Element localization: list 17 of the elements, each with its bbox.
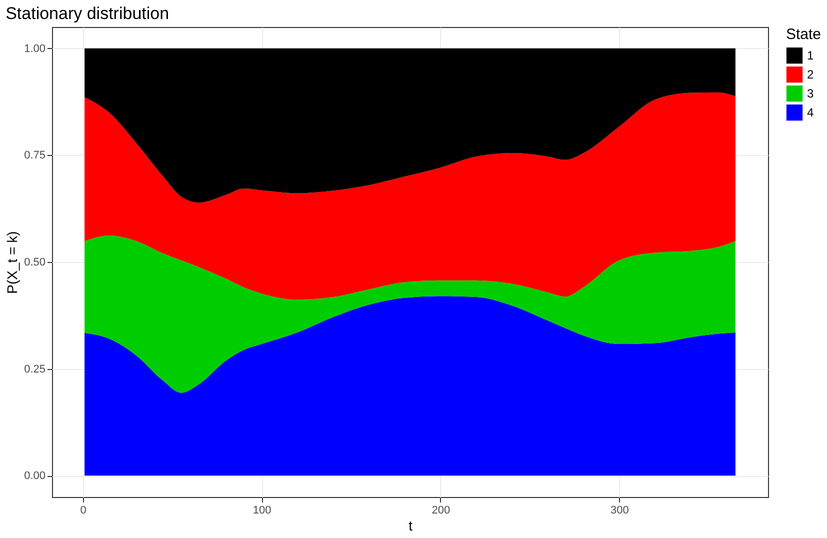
x-tick-label: 100 [252,504,272,516]
y-tick-label: 0.75 [24,150,46,162]
y-axis-title: P(X_t = k) [4,231,20,294]
legend-label: 3 [807,86,814,100]
legend-label: 4 [807,106,814,120]
legend-label: 1 [807,48,814,62]
legend-label: 2 [807,68,814,82]
y-tick-label: 1.00 [24,42,46,55]
y-tick-label: 0.50 [24,256,46,268]
x-tick-label: 0 [80,504,86,516]
y-tick-label: 0.00 [24,470,46,482]
x-tick-label: 300 [610,504,629,516]
y-tick-label: 0.25 [24,363,46,376]
x-tick-label: 200 [432,504,450,516]
legend-title: State [786,26,822,43]
chart-title: Stationary distribution [6,4,170,23]
x-axis-title: t [408,518,413,534]
